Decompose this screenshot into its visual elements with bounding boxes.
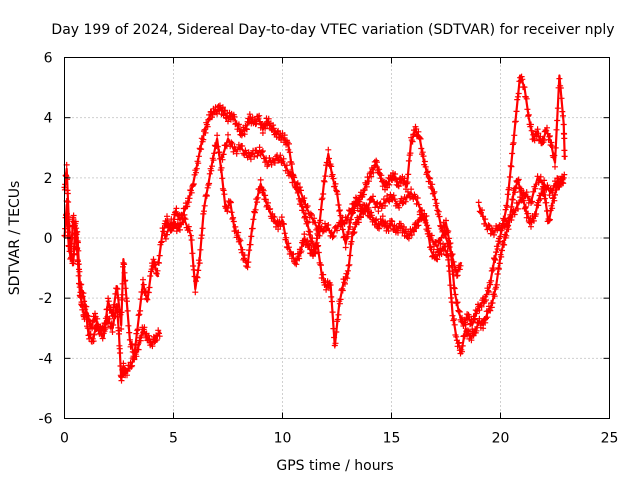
y-tick-label: -2 — [39, 291, 53, 307]
chart-title: Day 199 of 2024, Sidereal Day-to-day VTE… — [51, 22, 614, 38]
y-tick-label: 0 — [44, 231, 53, 247]
x-tick-label: 5 — [169, 431, 178, 447]
series-markers-trace-f — [475, 173, 566, 238]
x-tick-label: 0 — [60, 431, 69, 447]
series-markers-trace-a — [61, 161, 163, 384]
y-tick-label: 6 — [44, 51, 53, 67]
x-tick-label: 20 — [492, 431, 510, 447]
y-tick-label: -4 — [39, 351, 53, 367]
axes: 0 5 10 15 20 25 -6 -4 -2 0 2 4 6 — [39, 51, 619, 447]
x-tick-label: 25 — [601, 431, 619, 447]
series-markers-trace-e — [218, 131, 464, 279]
x-tick-label: 10 — [274, 431, 292, 447]
grid — [64, 57, 610, 419]
x-axis-label: GPS time / hours — [276, 458, 393, 474]
y-tick-label: 4 — [44, 111, 53, 127]
y-tick-label: -6 — [39, 412, 53, 428]
plot-area — [61, 73, 568, 384]
y-tick-label: 2 — [44, 171, 53, 187]
x-tick-label: 15 — [383, 431, 401, 447]
y-axis-label: SDTVAR / TECUs — [7, 181, 23, 296]
series-markers-trace-c — [155, 73, 568, 333]
series-markers-trace-d — [161, 132, 568, 357]
